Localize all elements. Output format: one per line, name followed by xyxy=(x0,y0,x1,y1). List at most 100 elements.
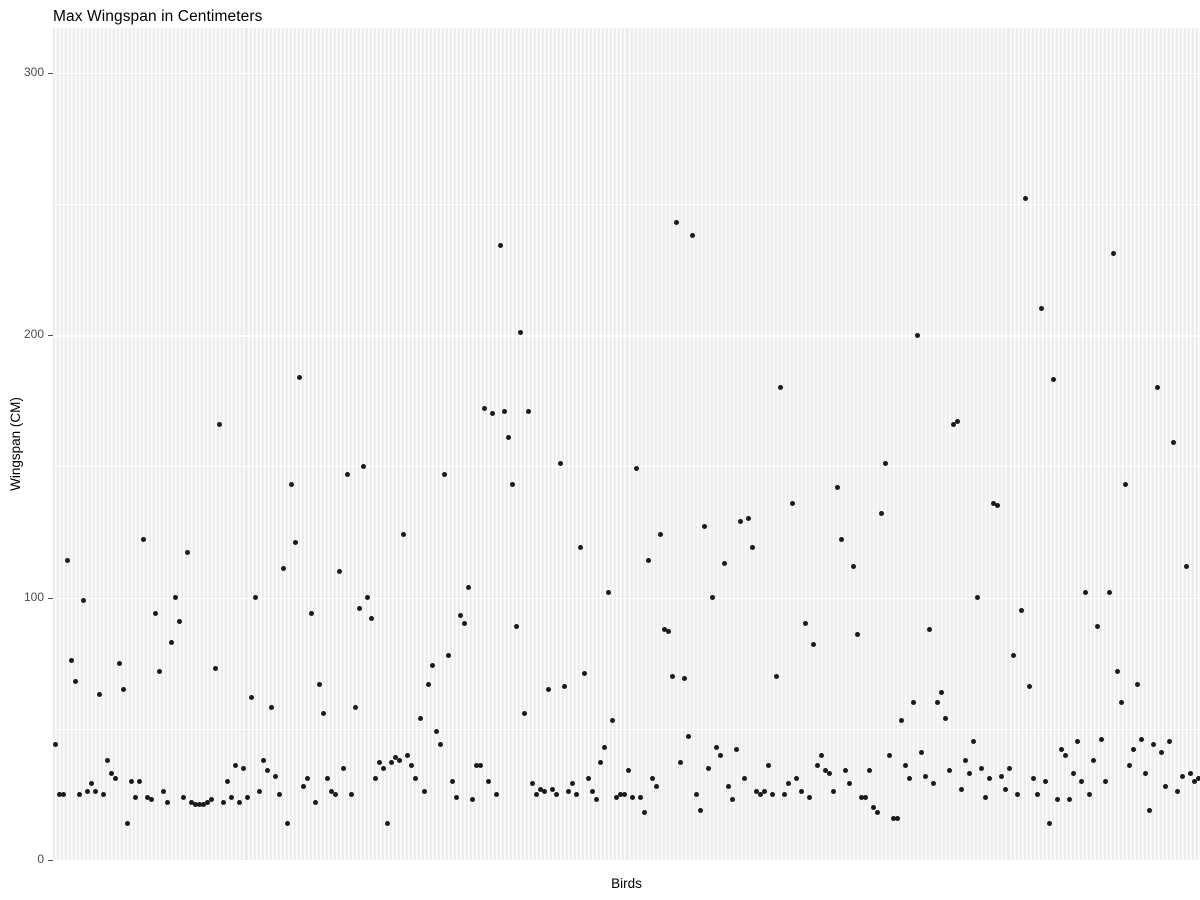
data-point xyxy=(638,794,643,800)
data-point xyxy=(53,742,58,747)
data-point xyxy=(92,789,98,795)
data-point xyxy=(754,789,760,795)
data-point xyxy=(922,773,928,779)
data-point xyxy=(934,700,940,705)
data-point xyxy=(762,789,768,795)
gridline-major xyxy=(53,597,1200,600)
data-point xyxy=(610,718,615,724)
data-point xyxy=(345,471,351,477)
data-point xyxy=(918,749,924,755)
data-point xyxy=(690,232,696,238)
data-point xyxy=(449,778,455,784)
data-point xyxy=(293,539,299,545)
data-point xyxy=(397,757,403,763)
data-point xyxy=(477,763,483,768)
data-point xyxy=(730,797,736,803)
data-point xyxy=(517,330,523,335)
data-point xyxy=(991,500,996,506)
data-point xyxy=(565,789,571,795)
data-point xyxy=(682,676,688,682)
data-point xyxy=(80,597,86,603)
data-point xyxy=(329,789,335,795)
data-point xyxy=(136,778,142,784)
y-tick-mark xyxy=(48,335,53,337)
data-point xyxy=(758,791,764,797)
data-point xyxy=(906,776,912,782)
data-point xyxy=(381,765,387,771)
data-point xyxy=(216,421,222,427)
data-point xyxy=(269,705,275,711)
data-point xyxy=(229,794,234,800)
data-point xyxy=(1151,742,1157,747)
data-point xyxy=(902,763,908,768)
data-point xyxy=(549,786,555,792)
data-point xyxy=(970,739,976,745)
data-point xyxy=(634,466,639,472)
data-point xyxy=(156,668,162,674)
data-point xyxy=(281,566,287,572)
data-point xyxy=(886,752,892,758)
data-point xyxy=(385,820,391,826)
y-tick-mark xyxy=(48,597,53,599)
data-point xyxy=(1051,377,1057,383)
data-point xyxy=(822,768,828,774)
data-point xyxy=(473,763,479,768)
data-point xyxy=(1087,791,1093,797)
data-point xyxy=(618,791,623,797)
data-point xyxy=(589,789,595,795)
data-point xyxy=(108,770,114,776)
data-point xyxy=(726,784,732,789)
data-point xyxy=(666,629,672,635)
data-point xyxy=(204,799,210,805)
data-point xyxy=(277,791,283,797)
data-point xyxy=(1135,681,1141,687)
data-point xyxy=(786,781,792,787)
data-point xyxy=(313,799,319,805)
data-point xyxy=(128,778,134,784)
data-point xyxy=(1079,778,1085,784)
data-point xyxy=(208,797,214,803)
data-point xyxy=(172,595,178,600)
data-point xyxy=(241,765,246,771)
data-point xyxy=(461,621,467,627)
data-point xyxy=(261,757,267,763)
data-point xyxy=(237,799,242,805)
data-point xyxy=(132,794,138,800)
data-point xyxy=(341,765,347,771)
data-point xyxy=(894,815,900,821)
data-point xyxy=(192,802,198,808)
data-point xyxy=(950,421,956,427)
data-point xyxy=(60,791,66,797)
data-point xyxy=(361,463,367,469)
data-point xyxy=(225,778,230,784)
data-point xyxy=(68,658,74,663)
data-point xyxy=(497,243,503,249)
data-point xyxy=(421,789,427,795)
data-point xyxy=(1115,668,1121,674)
data-point xyxy=(1159,749,1165,755)
data-point xyxy=(626,768,631,774)
data-point xyxy=(537,786,543,792)
data-point xyxy=(545,686,551,692)
data-point xyxy=(954,419,960,425)
gridline-minor xyxy=(53,466,1200,468)
data-point xyxy=(898,718,904,724)
data-point xyxy=(465,584,471,590)
data-point xyxy=(1099,736,1105,742)
data-point xyxy=(1195,776,1200,782)
y-tick-label: 200 xyxy=(23,327,44,342)
horizontal-gridlines xyxy=(53,28,1200,860)
data-point xyxy=(874,810,880,816)
data-point xyxy=(1127,763,1133,768)
data-point xyxy=(1039,306,1045,312)
data-point xyxy=(718,752,724,758)
data-point xyxy=(999,773,1004,779)
data-point xyxy=(100,791,106,797)
data-point xyxy=(1095,623,1101,629)
data-point xyxy=(469,797,475,803)
data-point xyxy=(601,744,607,750)
data-point xyxy=(846,781,852,787)
data-point xyxy=(966,770,972,776)
data-point xyxy=(1047,820,1053,826)
data-point xyxy=(842,768,848,774)
